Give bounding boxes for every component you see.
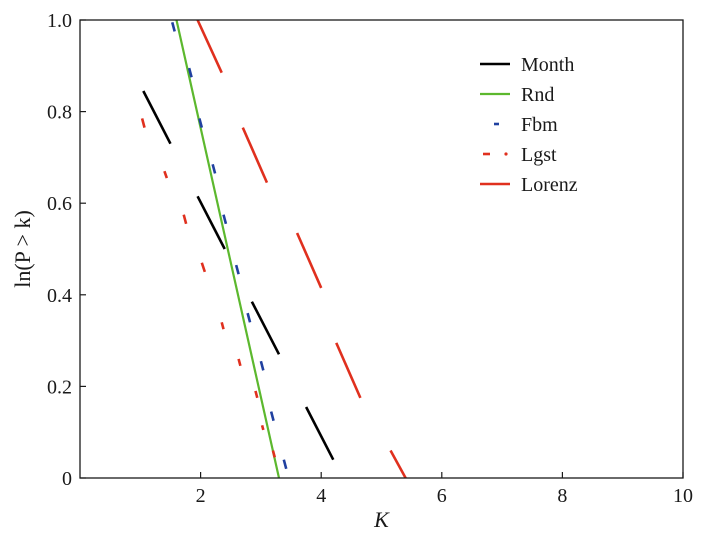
series-fbm-segment-3 <box>198 118 204 128</box>
legend-item-lorenz: Lorenz <box>480 174 578 196</box>
ticks-layer: 2 4 6 8 10 0 0.2 0.4 0.6 0.8 1.0 <box>47 10 693 507</box>
series-fbm-segment-4 <box>211 163 217 174</box>
series-lorenz-segment-5 <box>389 449 407 479</box>
series-fbm-segment-2 <box>187 67 193 78</box>
series-lgst <box>140 118 277 458</box>
series-fbm-segment-10 <box>282 459 288 470</box>
series-month-segment-4 <box>304 406 335 461</box>
legend-swatch <box>483 152 508 156</box>
series-lorenz-segment-2 <box>241 127 269 184</box>
y-tick-label: 0.2 <box>47 376 72 398</box>
series-lgst-segment-6 <box>237 358 242 367</box>
legend-label: Rnd <box>521 84 554 106</box>
legend: Month Rnd Fbm Lgst Lorenz <box>480 54 578 196</box>
y-tick-label: 0.8 <box>47 102 72 124</box>
legend-label: Lgst <box>521 144 557 166</box>
series-lgst-segment-7 <box>254 390 259 399</box>
y-tick-label: 0.6 <box>47 193 72 215</box>
series-month-segment-2 <box>196 195 226 250</box>
x-tick-label: 2 <box>196 485 206 507</box>
y-axis-label: ln(P > k) <box>10 210 35 288</box>
series-lgst-segment-2 <box>163 170 169 179</box>
series-month <box>142 90 335 461</box>
series-month-segment-3 <box>250 301 281 355</box>
series-lgst-segment-4 <box>200 262 207 273</box>
x-axis-label: K <box>373 507 390 532</box>
x-tick-label: 10 <box>673 485 693 507</box>
legend-label: Lorenz <box>521 174 578 196</box>
series-fbm-segment-8 <box>259 360 265 371</box>
plot-frame <box>79 19 684 479</box>
series-layer <box>140 19 407 479</box>
series-fbm-segment-7 <box>246 312 252 323</box>
series-lgst-segment-1 <box>140 118 146 128</box>
y-tick-label: 0 <box>62 468 72 490</box>
series-fbm-segment-6 <box>234 264 240 275</box>
legend-item-lgst: Lgst <box>483 144 557 166</box>
y-tick-label: 0.4 <box>47 285 72 307</box>
legend-item-fbm: Fbm <box>494 114 558 136</box>
series-lorenz-segment-3 <box>295 232 323 289</box>
x-tick-label: 8 <box>557 485 567 507</box>
series-month-segment-1 <box>142 90 172 145</box>
series-fbm-segment-9 <box>269 411 275 422</box>
y-tick-label: 1.0 <box>47 10 72 32</box>
x-tick-label: 6 <box>437 485 447 507</box>
legend-item-month: Month <box>480 54 574 76</box>
series-rnd <box>175 19 281 479</box>
legend-item-rnd: Rnd <box>480 84 554 106</box>
series-lgst-segment-5 <box>220 321 225 330</box>
series-fbm-segment-5 <box>222 214 228 225</box>
x-tick-label: 4 <box>316 485 326 507</box>
series-fbm-segment-1 <box>171 21 176 32</box>
series-fbm <box>171 21 288 470</box>
series-lorenz-segment-1 <box>196 19 223 74</box>
series-lgst-segment-3 <box>182 214 188 225</box>
series-lorenz <box>196 19 407 479</box>
series-lorenz-segment-4 <box>335 342 362 399</box>
series-rnd-segment-1 <box>175 19 281 479</box>
legend-label: Fbm <box>521 114 558 136</box>
legend-label: Month <box>521 54 574 76</box>
series-lgst-segment-9 <box>271 450 277 458</box>
series-lgst-segment-8 <box>260 424 265 431</box>
